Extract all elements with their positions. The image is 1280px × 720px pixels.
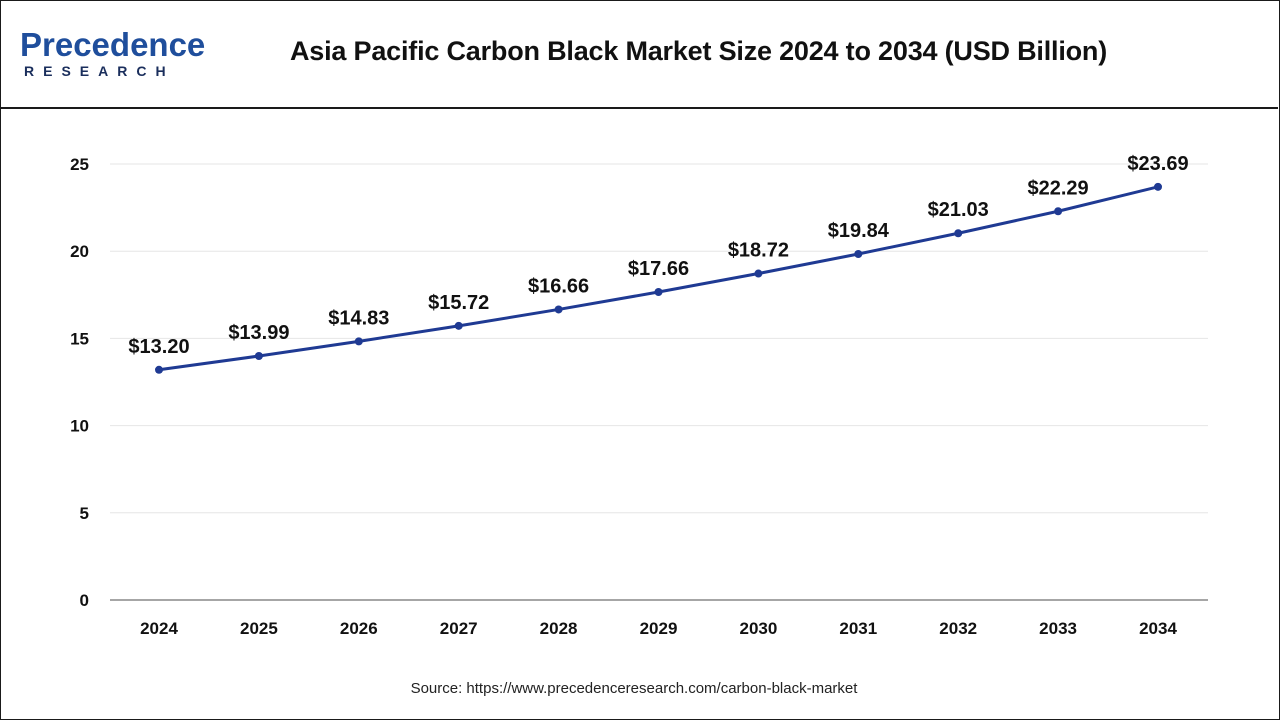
y-tick-label: 20 xyxy=(70,242,89,261)
data-point xyxy=(155,365,163,374)
y-tick-label: 25 xyxy=(70,155,89,174)
header: Precedence RESEARCH Asia Pacific Carbon … xyxy=(0,0,1278,109)
x-tick-label: 2028 xyxy=(540,619,578,638)
x-tick-label: 2029 xyxy=(640,619,678,638)
logo-sub-text: RESEARCH xyxy=(24,63,175,79)
data-label: $21.03 xyxy=(928,199,989,221)
data-label: $13.20 xyxy=(128,336,189,358)
x-tick-label: 2032 xyxy=(939,619,977,638)
x-tick-label: 2026 xyxy=(340,619,378,638)
data-point xyxy=(454,321,463,330)
data-label: $19.84 xyxy=(828,220,890,242)
data-label: $15.72 xyxy=(428,292,489,314)
y-tick-label: 10 xyxy=(70,417,89,436)
y-tick-label: 5 xyxy=(80,504,89,523)
data-label: $16.66 xyxy=(528,275,589,297)
data-point xyxy=(754,269,763,278)
y-tick-label: 15 xyxy=(70,329,89,348)
x-tick-label: 2025 xyxy=(240,619,278,638)
x-tick-label: 2024 xyxy=(140,619,178,638)
y-tick-label: 0 xyxy=(80,591,89,610)
data-point xyxy=(654,288,663,297)
data-point xyxy=(854,249,863,258)
x-tick-label: 2027 xyxy=(440,619,478,638)
x-tick-label: 2030 xyxy=(739,619,777,638)
data-point xyxy=(954,229,963,238)
x-tick-label: 2033 xyxy=(1039,619,1077,638)
data-point xyxy=(254,352,263,361)
source-note: Source: https://www.precedenceresearch.c… xyxy=(410,680,858,697)
data-point xyxy=(354,337,363,346)
data-label: $14.83 xyxy=(328,307,389,329)
data-point xyxy=(1054,207,1063,216)
data-label: $23.69 xyxy=(1127,153,1188,175)
data-point xyxy=(554,305,563,314)
x-tick-label: 2034 xyxy=(1139,619,1177,638)
x-tick-label: 2031 xyxy=(839,619,877,638)
data-label: $18.72 xyxy=(728,240,789,262)
logo-main-text: Precedence xyxy=(20,26,205,63)
data-label: $17.66 xyxy=(628,258,689,280)
data-label: $13.99 xyxy=(228,322,289,344)
chart-title: Asia Pacific Carbon Black Market Size 20… xyxy=(290,36,1108,66)
data-point xyxy=(1154,182,1162,191)
logo: Precedence RESEARCH xyxy=(20,26,205,79)
data-label: $22.29 xyxy=(1028,177,1089,199)
